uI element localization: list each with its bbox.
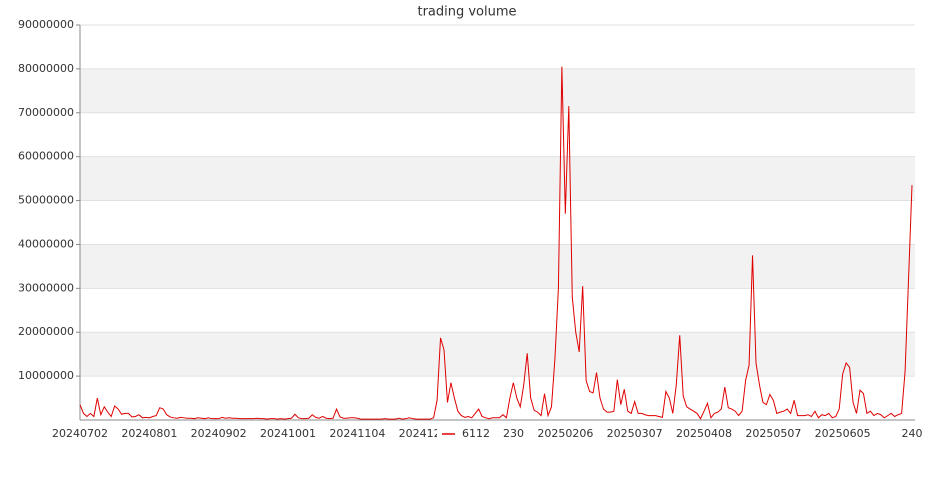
data-line	[79, 66, 913, 420]
legend-label: 6112	[462, 427, 490, 440]
y-tick-label: 40000000	[18, 237, 74, 250]
x-tick-label: 20240702	[52, 427, 108, 440]
legend-box	[437, 426, 503, 442]
y-tick-label: 50000000	[18, 194, 74, 207]
x-tick-label: 20240902	[191, 427, 247, 440]
x-tick-label: 20240801	[121, 427, 177, 440]
x-tick-label: 20250408	[676, 427, 732, 440]
grid-band	[80, 332, 915, 377]
chart-title: trading volume	[417, 5, 516, 20]
y-tick-label: 20000000	[18, 325, 74, 338]
grid-band	[80, 68, 915, 113]
y-tick-label: 30000000	[18, 281, 74, 294]
x-tick-label: 20250605	[815, 427, 871, 440]
y-tick-label: 60000000	[18, 150, 74, 163]
y-tick-label: 90000000	[18, 18, 74, 31]
x-tick-label: 20250206	[537, 427, 593, 440]
x-tick-label: 240	[902, 427, 923, 440]
y-tick-label: 70000000	[18, 106, 74, 119]
x-tick-label: 20250307	[607, 427, 663, 440]
grid-band	[80, 156, 915, 201]
y-tick-label: 80000000	[18, 62, 74, 75]
x-tick-label: 20241001	[260, 427, 316, 440]
grid-band	[80, 244, 915, 289]
y-tick-label: 10000000	[18, 369, 74, 382]
x-tick-label: 20241104	[329, 427, 385, 440]
x-tick-label: 20250507	[745, 427, 801, 440]
